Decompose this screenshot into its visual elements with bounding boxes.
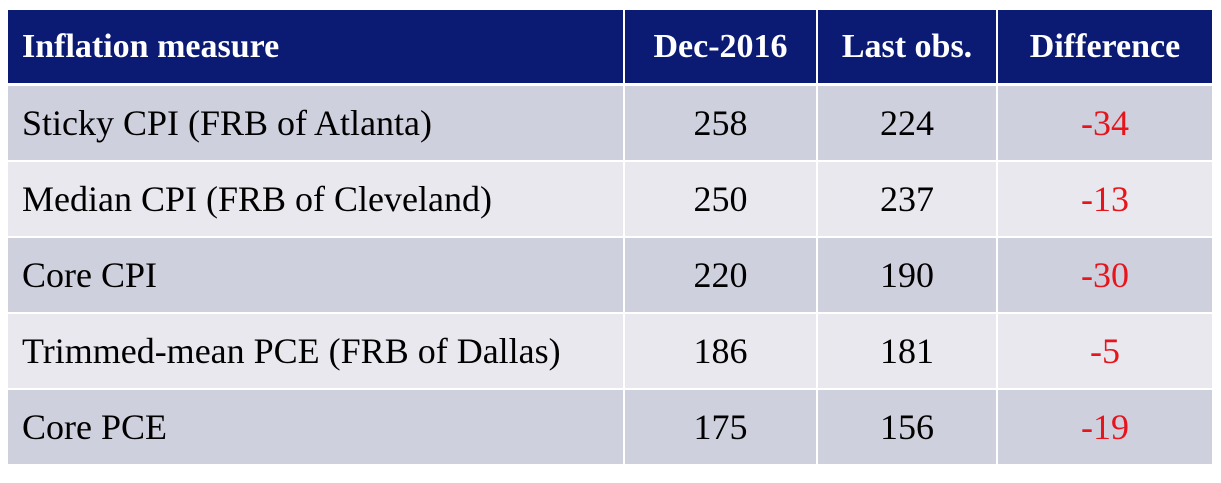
- inflation-table: Inflation measure Dec-2016 Last obs. Dif…: [8, 10, 1212, 464]
- cell-last-obs: 224: [817, 83, 998, 161]
- header-dec-2016: Dec-2016: [624, 10, 818, 86]
- cell-measure: Core PCE: [8, 388, 625, 464]
- header-row: Inflation measure Dec-2016 Last obs. Dif…: [8, 10, 1212, 86]
- cell-difference: -19: [997, 388, 1212, 464]
- cell-last-obs: 190: [817, 236, 998, 313]
- cell-measure: Core CPI: [8, 236, 625, 313]
- table-row: Trimmed-mean PCE (FRB of Dallas) 186 181…: [8, 312, 1212, 389]
- table-row: Core CPI 220 190 -30: [8, 236, 1212, 313]
- cell-dec-2016: 175: [624, 388, 818, 464]
- cell-measure: Sticky CPI (FRB of Atlanta): [8, 83, 625, 161]
- cell-measure: Median CPI (FRB of Cleveland): [8, 160, 625, 237]
- table-row: Sticky CPI (FRB of Atlanta) 258 224 -34: [8, 83, 1212, 161]
- cell-difference: -13: [997, 160, 1212, 237]
- header-last-obs: Last obs.: [817, 10, 998, 86]
- cell-dec-2016: 250: [624, 160, 818, 237]
- table-header: Inflation measure Dec-2016 Last obs. Dif…: [8, 10, 1212, 86]
- cell-difference: -5: [997, 312, 1212, 389]
- cell-measure: Trimmed-mean PCE (FRB of Dallas): [8, 312, 625, 389]
- table-row: Median CPI (FRB of Cleveland) 250 237 -1…: [8, 160, 1212, 237]
- table-row: Core PCE 175 156 -19: [8, 388, 1212, 464]
- cell-last-obs: 156: [817, 388, 998, 464]
- inflation-table-container: Inflation measure Dec-2016 Last obs. Dif…: [8, 10, 1212, 464]
- cell-difference: -34: [997, 83, 1212, 161]
- header-inflation-measure: Inflation measure: [8, 10, 625, 86]
- cell-last-obs: 181: [817, 312, 998, 389]
- cell-dec-2016: 186: [624, 312, 818, 389]
- cell-difference: -30: [997, 236, 1212, 313]
- cell-dec-2016: 258: [624, 83, 818, 161]
- cell-last-obs: 237: [817, 160, 998, 237]
- header-difference: Difference: [997, 10, 1212, 86]
- cell-dec-2016: 220: [624, 236, 818, 313]
- table-body: Sticky CPI (FRB of Atlanta) 258 224 -34 …: [8, 83, 1212, 464]
